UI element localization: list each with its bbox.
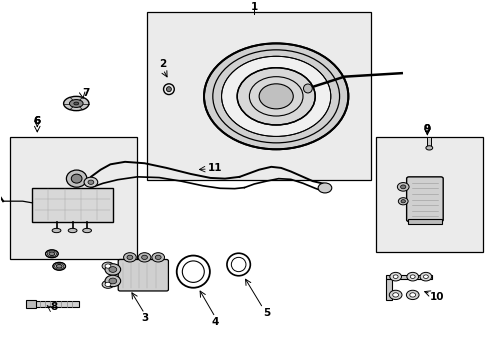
Circle shape	[409, 275, 414, 278]
Circle shape	[109, 278, 117, 284]
Ellipse shape	[49, 252, 55, 256]
Circle shape	[127, 255, 133, 260]
Text: 3: 3	[141, 313, 148, 323]
Circle shape	[400, 200, 405, 203]
Circle shape	[392, 275, 397, 278]
FancyBboxPatch shape	[118, 260, 168, 291]
Circle shape	[105, 275, 121, 287]
Text: 7: 7	[82, 88, 89, 98]
Ellipse shape	[69, 100, 83, 107]
Bar	[385, 279, 391, 300]
Circle shape	[138, 253, 151, 262]
Ellipse shape	[63, 96, 89, 111]
Text: 8: 8	[51, 302, 58, 312]
Bar	[32, 188, 113, 221]
Circle shape	[388, 290, 401, 300]
Bar	[427, 138, 430, 147]
Circle shape	[318, 183, 331, 193]
Circle shape	[105, 264, 111, 268]
Ellipse shape	[82, 228, 91, 233]
Ellipse shape	[45, 250, 58, 258]
Circle shape	[406, 290, 418, 300]
Ellipse shape	[102, 280, 114, 288]
FancyBboxPatch shape	[406, 177, 442, 221]
Circle shape	[397, 183, 408, 191]
Circle shape	[398, 198, 407, 205]
Ellipse shape	[74, 102, 79, 105]
Ellipse shape	[68, 228, 77, 233]
Text: 11: 11	[207, 163, 222, 173]
Bar	[385, 275, 431, 279]
Circle shape	[419, 273, 431, 281]
Circle shape	[152, 253, 164, 262]
Circle shape	[123, 253, 136, 262]
Bar	[26, 300, 36, 308]
Ellipse shape	[237, 68, 315, 125]
Text: 1: 1	[250, 2, 257, 12]
Circle shape	[142, 255, 147, 260]
Circle shape	[84, 177, 98, 187]
Bar	[35, 301, 79, 307]
Bar	[375, 138, 483, 252]
Text: 4: 4	[211, 317, 219, 327]
Circle shape	[406, 273, 418, 281]
Bar	[147, 12, 370, 180]
Text: 9: 9	[423, 123, 430, 134]
Ellipse shape	[71, 174, 82, 183]
Text: 5: 5	[262, 308, 269, 318]
Bar	[407, 219, 441, 224]
Ellipse shape	[303, 84, 312, 93]
Text: 2: 2	[159, 59, 166, 69]
Circle shape	[389, 273, 401, 281]
Ellipse shape	[66, 170, 87, 187]
Text: 6: 6	[34, 116, 41, 126]
Circle shape	[109, 267, 117, 273]
Text: 6: 6	[34, 116, 41, 126]
Circle shape	[105, 264, 121, 275]
Text: 10: 10	[429, 292, 444, 302]
Circle shape	[155, 255, 161, 260]
Circle shape	[423, 275, 427, 278]
Ellipse shape	[53, 262, 65, 270]
Circle shape	[88, 180, 94, 184]
Ellipse shape	[221, 56, 330, 136]
Circle shape	[392, 293, 398, 297]
Circle shape	[400, 185, 405, 189]
Ellipse shape	[425, 146, 432, 150]
Circle shape	[105, 282, 111, 287]
Text: 9: 9	[423, 123, 430, 134]
Ellipse shape	[203, 44, 347, 149]
Bar	[10, 138, 137, 259]
Circle shape	[409, 293, 415, 297]
Ellipse shape	[52, 228, 61, 233]
Ellipse shape	[102, 262, 114, 270]
Ellipse shape	[259, 84, 293, 109]
Ellipse shape	[166, 87, 171, 92]
Ellipse shape	[56, 265, 62, 268]
